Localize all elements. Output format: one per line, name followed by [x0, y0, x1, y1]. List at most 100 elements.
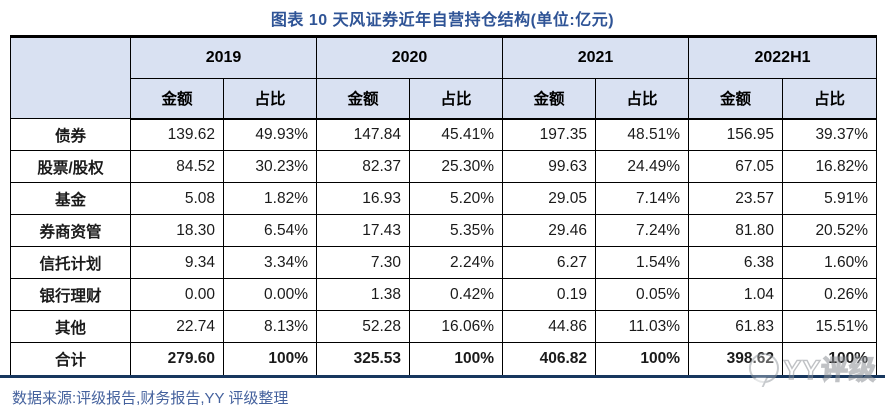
- cell-ratio: 48.51%: [595, 118, 689, 151]
- subheader-ratio: 占比: [781, 78, 878, 120]
- cell-amount: 325.53: [316, 342, 410, 375]
- cell-amount: 29.05: [502, 182, 596, 215]
- cell-amount: 0.00: [130, 278, 224, 311]
- figure-title: 图表 10 天风证券近年自营持仓结构(单位:亿元): [270, 12, 615, 29]
- cell-amount: 139.62: [130, 118, 224, 151]
- row-label: 其他: [10, 310, 131, 343]
- cell-amount: 6.38: [688, 246, 783, 279]
- cell-ratio: 0.00%: [223, 278, 317, 311]
- cell-amount: 17.43: [316, 214, 410, 247]
- cell-amount: 147.84: [316, 118, 410, 151]
- subheader-ratio: 占比: [409, 78, 503, 120]
- subheader-ratio: 占比: [595, 78, 689, 120]
- cell-ratio: 0.42%: [409, 278, 503, 311]
- cell-ratio: 5.35%: [409, 214, 503, 247]
- cell-ratio: 15.51%: [781, 310, 878, 343]
- cell-ratio: 24.49%: [595, 150, 689, 183]
- row-label: 券商资管: [10, 214, 131, 247]
- cell-ratio: 20.52%: [781, 214, 878, 247]
- cell-amount: 6.27: [502, 246, 596, 279]
- cell-ratio: 0.05%: [595, 278, 689, 311]
- cell-ratio: 1.54%: [595, 246, 689, 279]
- subheader-amount: 金额: [316, 78, 410, 120]
- cell-ratio: 16.06%: [409, 310, 503, 343]
- cell-amount: 61.83: [688, 310, 783, 343]
- bottom-divider: [0, 374, 885, 378]
- cell-amount: 156.95: [688, 118, 783, 151]
- cell-ratio: 45.41%: [409, 118, 503, 151]
- year-header-2019: 2019: [130, 36, 317, 79]
- table-header-years-row: 2019 2020 2021 2022H1: [10, 36, 878, 119]
- cell-amount: 16.93: [316, 182, 410, 215]
- cell-ratio: 100%: [409, 342, 503, 375]
- cell-amount: 406.82: [502, 342, 596, 375]
- cell-amount: 0.19: [502, 278, 596, 311]
- cell-ratio: 100%: [781, 342, 878, 375]
- corner-cell: [10, 36, 131, 119]
- cell-amount: 398.62: [688, 342, 783, 375]
- cell-amount: 82.37: [316, 150, 410, 183]
- row-label: 银行理财: [10, 278, 131, 311]
- cell-ratio: 100%: [595, 342, 689, 375]
- table-header-sub-row: 金额 占比 金额 占比 金额 占比 金额 占比: [11, 78, 878, 120]
- cell-amount: 23.57: [688, 182, 783, 215]
- table-row-trust-plans: 信托计划 9.34 3.34% 7.30 2.24% 6.27 1.54% 6.…: [10, 246, 878, 279]
- cell-ratio: 11.03%: [595, 310, 689, 343]
- year-header-2021: 2021: [502, 36, 689, 79]
- cell-amount: 84.52: [130, 150, 224, 183]
- cell-amount: 29.46: [502, 214, 596, 247]
- cell-ratio: 5.20%: [409, 182, 503, 215]
- row-label: 合计: [10, 342, 131, 375]
- year-header-2020: 2020: [316, 36, 503, 79]
- cell-ratio: 6.54%: [223, 214, 317, 247]
- cell-ratio: 5.91%: [781, 182, 878, 215]
- year-header-2022h1: 2022H1: [687, 36, 878, 79]
- table-row-bank-wm: 银行理财 0.00 0.00% 1.38 0.42% 0.19 0.05% 1.…: [10, 278, 878, 311]
- cell-amount: 67.05: [688, 150, 783, 183]
- row-label: 信托计划: [10, 246, 131, 279]
- cell-ratio: 2.24%: [409, 246, 503, 279]
- subheader-amount: 金额: [130, 78, 224, 120]
- cell-ratio: 3.34%: [223, 246, 317, 279]
- table-row-funds: 基金 5.08 1.82% 16.93 5.20% 29.05 7.14% 23…: [10, 182, 878, 215]
- row-label: 债券: [10, 118, 131, 151]
- cell-amount: 197.35: [502, 118, 596, 151]
- subheader-amount: 金额: [688, 78, 783, 120]
- cell-ratio: 100%: [223, 342, 317, 375]
- cell-amount: 7.30: [316, 246, 410, 279]
- table-row-stocks: 股票/股权 84.52 30.23% 82.37 25.30% 99.63 24…: [10, 150, 878, 183]
- cell-ratio: 7.14%: [595, 182, 689, 215]
- cell-ratio: 7.24%: [595, 214, 689, 247]
- cell-ratio: 39.37%: [781, 118, 878, 151]
- cell-ratio: 30.23%: [223, 150, 317, 183]
- table-row-total: 合计 279.60 100% 325.53 100% 406.82 100% 3…: [10, 342, 878, 375]
- cell-ratio: 16.82%: [781, 150, 878, 183]
- cell-amount: 9.34: [130, 246, 224, 279]
- cell-amount: 279.60: [130, 342, 224, 375]
- row-label: 基金: [10, 182, 131, 215]
- cell-amount: 5.08: [130, 182, 224, 215]
- holdings-structure-table: 2019 2020 2021 2022H1 金额 占比 金额 占比 金额 占比 …: [10, 35, 878, 375]
- cell-ratio: 25.30%: [409, 150, 503, 183]
- table-row-broker-am: 券商资管 18.30 6.54% 17.43 5.35% 29.46 7.24%…: [10, 214, 878, 247]
- cell-amount: 44.86: [502, 310, 596, 343]
- cell-amount: 1.38: [316, 278, 410, 311]
- cell-amount: 52.28: [316, 310, 410, 343]
- subheader-amount: 金额: [502, 78, 596, 120]
- data-source-note: 数据来源:评级报告,财务报告,YY 评级整理: [12, 389, 289, 407]
- cell-ratio: 1.60%: [781, 246, 878, 279]
- cell-ratio: 8.13%: [223, 310, 317, 343]
- cell-ratio: 0.26%: [781, 278, 878, 311]
- cell-amount: 81.80: [688, 214, 783, 247]
- table-row-bonds: 债券 139.62 49.93% 147.84 45.41% 197.35 48…: [10, 118, 878, 151]
- cell-amount: 22.74: [130, 310, 224, 343]
- row-label: 股票/股权: [10, 150, 131, 183]
- table-row-others: 其他 22.74 8.13% 52.28 16.06% 44.86 11.03%…: [10, 310, 878, 343]
- cell-amount: 18.30: [130, 214, 224, 247]
- cell-amount: 1.04: [688, 278, 783, 311]
- subheader-ratio: 占比: [223, 78, 317, 120]
- cell-ratio: 1.82%: [223, 182, 317, 215]
- cell-ratio: 49.93%: [223, 118, 317, 151]
- cell-amount: 99.63: [502, 150, 596, 183]
